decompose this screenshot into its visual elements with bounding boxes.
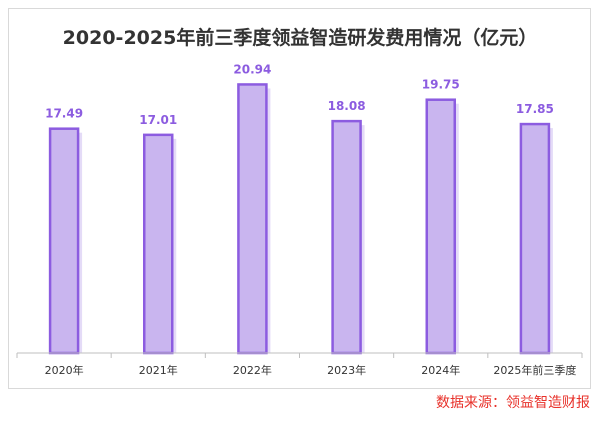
x-tick-label: 2021年 bbox=[139, 363, 178, 377]
x-tick-label: 2020年 bbox=[45, 363, 84, 377]
chart-title: 2020-2025年前三季度领益智造研发费用情况（亿元） bbox=[62, 27, 538, 49]
data-label: 17.01 bbox=[139, 113, 177, 127]
x-tick-label: 2022年 bbox=[233, 363, 272, 377]
bar bbox=[519, 122, 551, 355]
source-note: 数据来源：领益智造财报 bbox=[436, 395, 590, 411]
data-label: 17.49 bbox=[45, 107, 83, 121]
x-tick-label: 2023年 bbox=[327, 363, 366, 377]
bar bbox=[425, 98, 456, 355]
labels-layer: 17.49 2020年 17.01 2021年 20.94 2022年 18.08 2023年… bbox=[45, 62, 577, 377]
bar bbox=[48, 127, 80, 355]
data-label: 17.85 bbox=[516, 102, 554, 116]
bar bbox=[237, 83, 268, 355]
data-label: 20.94 bbox=[233, 62, 271, 76]
x-tick-label: 2024年 bbox=[421, 363, 460, 377]
x-tick-label: 2025年前三季度 bbox=[493, 363, 576, 377]
x-axis bbox=[16, 352, 583, 358]
bars-layer bbox=[48, 83, 553, 355]
data-label: 18.08 bbox=[328, 99, 366, 113]
data-label: 19.75 bbox=[422, 78, 460, 92]
chart-frame bbox=[8, 8, 591, 389]
bar bbox=[331, 119, 362, 355]
bar bbox=[143, 133, 174, 355]
